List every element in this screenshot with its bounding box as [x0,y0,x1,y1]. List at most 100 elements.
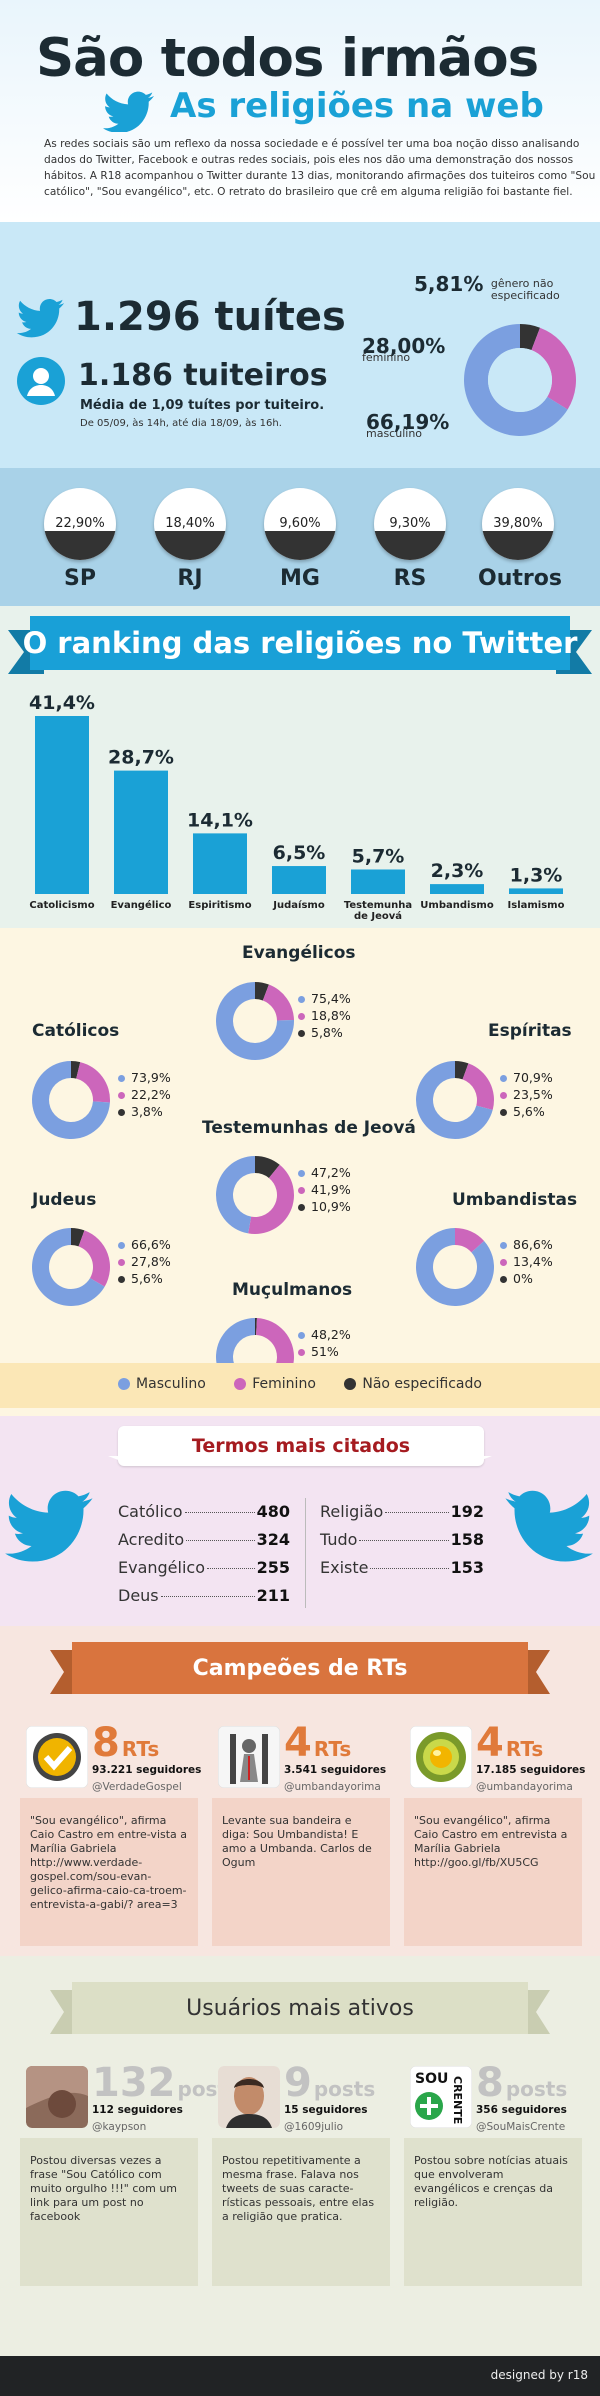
bar-value-label: 6,5% [273,842,326,864]
globe-logo-icon [410,1726,472,1788]
rt-handle[interactable]: @VerdadeGospel [92,1781,182,1793]
svg-text:CRENTE: CRENTE [451,2076,464,2124]
active-users-section: Usuários mais ativos 132 posts 112 seguid… [0,1956,600,2356]
bar [35,716,89,894]
religion-donut-labels: 47,2% 41,9% 10,9% [298,1164,351,1215]
footer: designed by r18 [0,2356,600,2396]
state-circle: 9,30% [374,488,446,560]
terms-right-column: Religião 192 Tudo 158 Existe 153 [320,1498,484,1582]
rt-handle[interactable]: @umbandayorima [476,1781,573,1793]
gender-female-pct: 28,00% [362,334,446,358]
state-mg: 9,60% MG [260,488,340,591]
bar [272,866,326,894]
religion-slice-unspecified [71,1228,85,1247]
religion-slice-female [462,1063,494,1110]
twitter-bird-right-icon [505,1490,593,1562]
state-sp: 22,90% SP [40,488,120,591]
religion-donut [416,1061,494,1139]
religion-slice-unspecified [71,1061,81,1079]
term-count: 211 [256,1586,290,1605]
terms-title: Termos mais citados [118,1426,484,1466]
donut-value-label: 41,9% [298,1181,351,1198]
gender-total-slice-male [464,324,568,436]
ranking-section: O ranking das religiões no Twitter 41,4%… [0,606,600,928]
gender-male-pct: 66,19% [366,410,450,434]
term-row: Existe 153 [320,1554,484,1582]
religion-slice-male [215,1156,255,1234]
religion-slice-female [78,1230,110,1287]
religion-slice-male [216,982,294,1060]
ranking-title-band [30,616,570,670]
active-handle[interactable]: @1609julio [284,2121,344,2133]
term-row: Acredito 324 [118,1526,290,1554]
active-text: Postou sobre notícias atuais que envolve… [404,2138,582,2286]
religion-title: Espíritas [488,1021,572,1041]
sou-crente-logo: SOU CRENTE [410,2066,472,2128]
term-count: 192 [450,1502,484,1521]
religion-title: Católicos [32,1021,120,1041]
bar [193,833,247,894]
religion-title: Judeus [32,1190,97,1210]
term-row: Deus 211 [118,1582,290,1610]
bar-category-label: Umbandismo [420,900,494,911]
donut-value-label: 22,2% [118,1086,171,1103]
tweets-count: 1.296 tuítes [74,294,346,340]
donut-value-label: 66,6% [118,1236,171,1253]
religion-donut-labels: 66,6% 27,8% 5,6% [118,1236,171,1287]
bar-value-label: 41,4% [29,692,95,714]
rt-followers: 3.541 seguidores [284,1764,387,1776]
active-text: Postou repetitivamente a mesma frase. Fa… [212,2138,390,2286]
active-title: Usuários mais ativos [186,1996,414,2021]
state-circle: 9,60% [264,488,336,560]
rt-handle[interactable]: @umbandayorima [284,1781,381,1793]
religion-title: Evangélicos [242,943,356,963]
rt-count: 8 RTs [92,1720,160,1766]
donut-value-label: 86,6% [500,1236,553,1253]
bar-category-label: de Jeová [354,910,402,922]
average-text: Média de 1,09 tuítes por tuiteiro. [80,398,325,413]
rt-text: "Sou evangélico", afirma Caio Castro em … [404,1798,582,1946]
religion-slice-male [32,1061,110,1139]
religion-title: Umbandistas [452,1190,578,1210]
term-word: Evangélico [118,1558,205,1577]
bar-value-label: 28,7% [108,747,174,769]
religion-donut-labels: 75,4% 18,8% 5,8% [298,990,351,1041]
header-section: São todos irmãos As religiões na web As … [0,0,600,222]
user-icon [17,357,65,405]
term-row: Tudo 158 [320,1526,484,1554]
donut-value-label: 10,9% [298,1198,351,1215]
active-text: Postou diversas vezes a frase "Sou Catól… [20,2138,198,2286]
active-handle[interactable]: @kaypson [92,2121,147,2133]
religion-slice-female [262,984,294,1021]
religion-donut [215,1156,294,1234]
legend-unspecified: Não especificado [362,1376,482,1392]
term-row: Evangélico 255 [118,1554,290,1582]
religion-slice-unspecified [255,982,269,1001]
active-handle[interactable]: @SouMaisCrente [476,2121,566,2133]
term-count: 158 [450,1530,484,1549]
term-word: Tudo [320,1530,358,1549]
term-word: Existe [320,1558,369,1577]
intro-text: As redes sociais são um reflexo da nossa… [44,138,596,198]
state-outros: 39,80% Outros [478,488,562,591]
term-count: 480 [256,1502,290,1521]
rt-followers: 17.185 seguidores [476,1764,586,1776]
active-count: 132 posts [92,2060,239,2106]
state-pct: 9,30% [389,516,431,531]
term-word: Acredito [118,1530,185,1549]
legend-unspecified-swatch [344,1378,357,1390]
religion-slice-male [416,1061,493,1139]
active-followers: 112 seguidores [92,2104,183,2116]
rt-count: 4 RTs [284,1720,352,1766]
bar-value-label: 14,1% [187,809,253,831]
twitter-bird-icon [103,91,154,132]
state-name: SP [64,566,96,591]
bar-category-label: Catolicismo [29,900,94,911]
bar [351,869,405,894]
term-word: Religião [320,1502,384,1521]
bar [114,770,168,894]
rts-ribbon [50,1642,550,1694]
state-name: RS [393,566,427,591]
gender-total-slice-female [531,327,576,410]
term-row: Católico 480 [118,1498,290,1526]
